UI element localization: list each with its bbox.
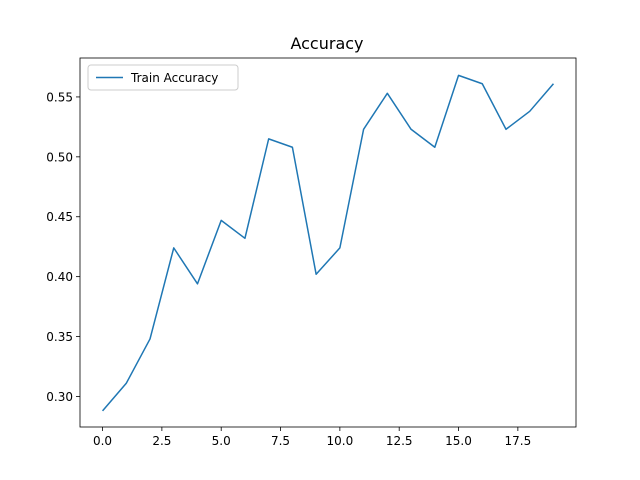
x-tick-label: 10.0 (327, 434, 354, 448)
legend: Train Accuracy (87, 64, 239, 91)
y-tick-label: 0.35 (46, 330, 73, 344)
y-tick-label: 0.30 (46, 390, 73, 404)
legend-box (87, 64, 239, 91)
y-tick-label: 0.45 (46, 210, 73, 224)
x-tick-label: 15.0 (445, 434, 472, 448)
series-layer (101, 74, 555, 412)
series-line (101, 74, 555, 412)
y-tick-label: 0.40 (46, 270, 73, 284)
x-tick-label: 0.0 (93, 434, 112, 448)
chart-title: Accuracy (290, 34, 363, 53)
axes-frame (79, 57, 577, 428)
x-tick-label: 2.5 (152, 434, 171, 448)
x-tick-label: 5.0 (212, 434, 231, 448)
y-tick-label: 0.55 (46, 90, 73, 104)
x-tick-label: 7.5 (271, 434, 290, 448)
x-tick-label: 17.5 (504, 434, 531, 448)
plot-area (79, 57, 577, 428)
legend-label: Train Accuracy (130, 71, 218, 85)
x-axis: 0.0 2.5 5.0 7.5 10.0 12.5 15.0 17.5 (93, 427, 531, 448)
y-tick-label: 0.50 (46, 150, 73, 164)
x-tick-label: 12.5 (386, 434, 413, 448)
y-axis: 0.30 0.35 0.40 0.45 0.50 0.55 (46, 90, 80, 404)
